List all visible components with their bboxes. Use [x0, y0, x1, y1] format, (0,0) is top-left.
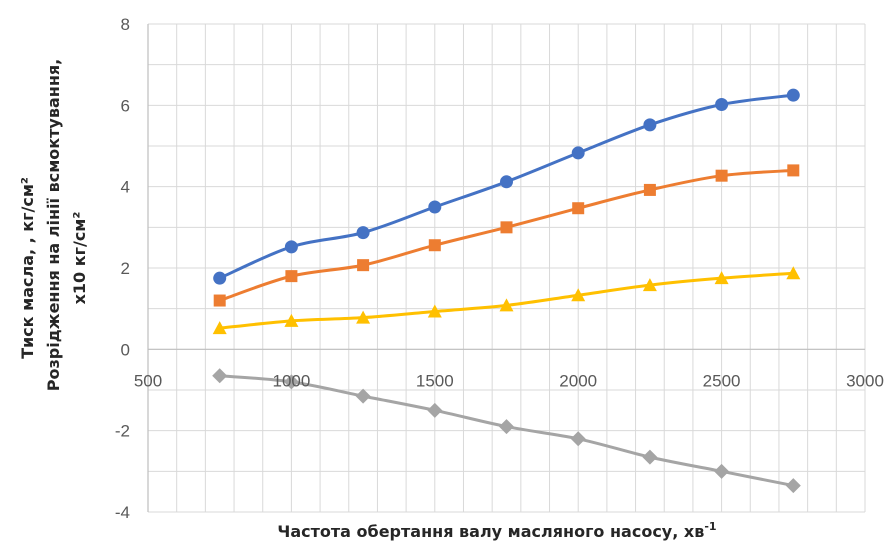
- x-axis-title: Частота обертання валу масляного насосу,…: [277, 520, 716, 541]
- series-3-point: [212, 321, 227, 335]
- series-4-point: [570, 431, 586, 447]
- series-2-point: [643, 183, 656, 196]
- x-tick-label: 2000: [559, 371, 597, 390]
- series-2-point: [357, 259, 370, 272]
- series-1-point: [643, 118, 657, 132]
- y-tick-label: 6: [121, 96, 130, 115]
- series-3-point: [284, 313, 299, 327]
- series-1-point: [715, 98, 729, 112]
- series-3-point: [571, 288, 586, 302]
- series-2-point: [715, 169, 728, 182]
- chart-gridlines: [147, 23, 866, 513]
- series-3-point: [714, 271, 729, 285]
- y-tick-label: 0: [121, 340, 130, 359]
- chart-tick-labels: -4 -2 0 2 4 6 8 500 1000 1500 2000 2500 3000: [115, 15, 884, 522]
- series-2-point: [285, 270, 298, 283]
- series-4-point: [499, 419, 514, 435]
- y-axis-title-line-2: Розрідження на лінії всмоктування,: [44, 59, 63, 391]
- y-tick-label: -2: [115, 422, 130, 441]
- series-1-point: [213, 271, 227, 285]
- series-1-point: [786, 88, 800, 102]
- y-tick-label: -4: [115, 503, 130, 522]
- series-3-point: [499, 298, 514, 312]
- chart-series: [212, 88, 801, 494]
- x-tick-label: 1500: [416, 371, 454, 390]
- y-tick-label: 4: [121, 178, 130, 197]
- series-1-point: [500, 175, 513, 189]
- x-axis-title-exponent: -1: [704, 520, 716, 533]
- chart-axes: [147, 24, 865, 512]
- y-tick-label: 2: [121, 259, 130, 278]
- x-tick-label: 1000: [272, 371, 310, 390]
- x-tick-label: 3000: [846, 371, 884, 390]
- series-4-point: [427, 402, 443, 418]
- series-2-point: [500, 221, 513, 234]
- series-4-point: [283, 374, 299, 390]
- series-4-point: [212, 368, 228, 384]
- x-tick-label: 2500: [703, 371, 741, 390]
- series-3-point: [786, 266, 801, 280]
- y-axis-title-line-3: х10 кг/см²: [70, 212, 89, 305]
- series-1-point: [571, 146, 585, 160]
- series-2-point: [572, 202, 585, 215]
- series-2-point: [787, 164, 800, 177]
- x-tick-label: 500: [134, 371, 162, 390]
- series-3-point: [356, 310, 371, 324]
- series-2-line: [219, 168, 794, 302]
- series-4-point: [714, 463, 730, 479]
- series-4-point: [355, 388, 371, 404]
- series-2-point: [213, 294, 226, 307]
- series-1-point: [356, 226, 370, 240]
- series-1-point: [284, 240, 298, 254]
- y-tick-label: 8: [121, 15, 130, 34]
- series-1-point: [428, 200, 442, 214]
- series-4-point: [785, 478, 801, 494]
- y-axis-title-line-1: Тиск масла, , кг/см²: [18, 177, 37, 359]
- series-3-point: [642, 278, 657, 292]
- x-axis-title-text: Частота обертання валу масляного насосу,…: [277, 522, 704, 541]
- series-4-point: [642, 449, 658, 465]
- series-2-point: [428, 239, 441, 252]
- series-3-point: [427, 304, 442, 318]
